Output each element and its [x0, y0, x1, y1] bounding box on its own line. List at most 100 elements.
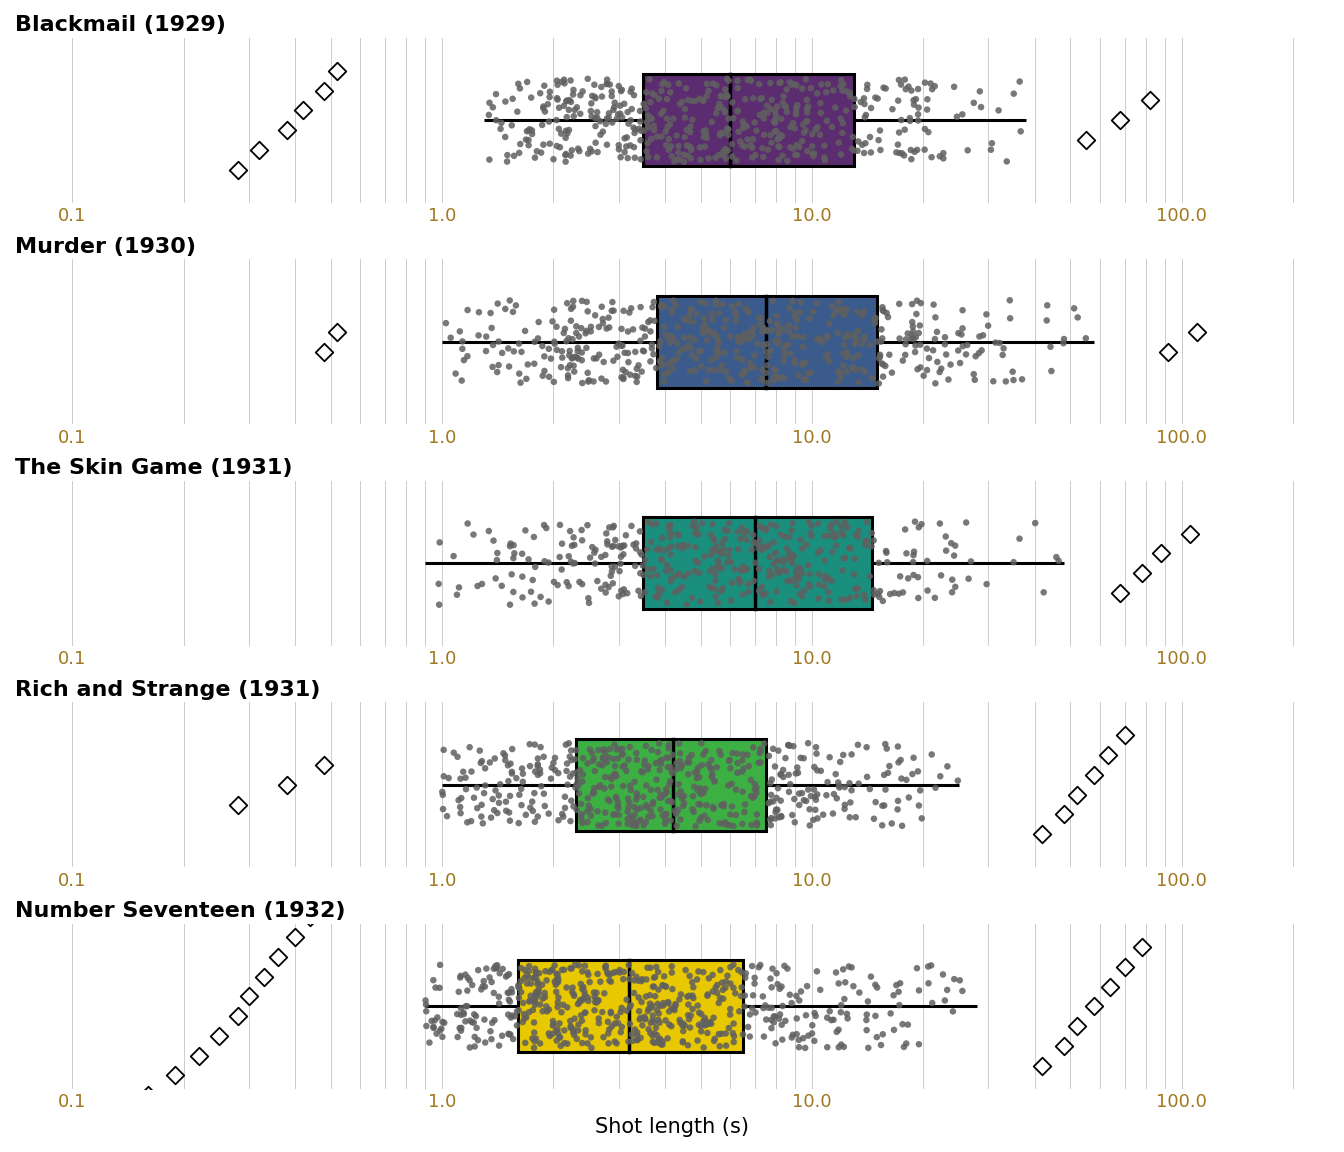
- Point: [650, 786, 672, 804]
- Point: [836, 301, 857, 319]
- Point: [511, 796, 532, 814]
- Point: [673, 128, 695, 146]
- Point: [909, 796, 930, 814]
- Point: [586, 349, 607, 367]
- Point: [453, 1005, 474, 1023]
- Point: [680, 118, 702, 136]
- Point: [700, 304, 722, 323]
- Point: [774, 528, 796, 546]
- Point: [695, 126, 716, 144]
- Point: [519, 757, 540, 775]
- Point: [762, 960, 784, 978]
- Point: [792, 79, 813, 98]
- Point: [566, 324, 587, 342]
- Point: [660, 811, 681, 829]
- Point: [759, 793, 781, 811]
- Point: [757, 348, 778, 366]
- Point: [707, 332, 728, 350]
- Point: [703, 1008, 724, 1026]
- Point: [573, 765, 594, 783]
- Point: [521, 1029, 543, 1047]
- Point: [843, 349, 864, 367]
- Point: [524, 763, 546, 781]
- Point: [519, 969, 540, 987]
- Point: [659, 1015, 680, 1033]
- Point: [726, 151, 747, 169]
- Point: [871, 320, 892, 339]
- Point: [695, 1011, 716, 1030]
- Point: [831, 517, 852, 536]
- Point: [616, 761, 637, 780]
- Point: [788, 569, 809, 588]
- Point: [828, 300, 849, 318]
- Point: [753, 109, 774, 128]
- Point: [539, 367, 560, 386]
- Point: [751, 371, 773, 389]
- Point: [562, 329, 583, 348]
- Point: [774, 346, 796, 364]
- Point: [711, 796, 732, 814]
- Point: [863, 585, 884, 604]
- Point: [735, 362, 757, 380]
- Point: [649, 801, 671, 819]
- Point: [574, 1003, 595, 1022]
- Point: [560, 141, 582, 159]
- Point: [633, 756, 655, 774]
- Point: [681, 111, 703, 129]
- Point: [827, 1023, 848, 1041]
- Point: [771, 93, 793, 112]
- Point: [703, 1032, 724, 1051]
- Point: [688, 768, 710, 787]
- Point: [698, 969, 719, 987]
- Point: [595, 372, 617, 391]
- Point: [675, 339, 696, 357]
- Point: [488, 332, 509, 350]
- Point: [613, 369, 634, 387]
- Point: [759, 774, 781, 793]
- Point: [653, 101, 675, 120]
- Point: [313, 82, 335, 100]
- Point: [895, 544, 917, 562]
- Point: [590, 776, 612, 795]
- Point: [492, 1026, 513, 1045]
- Point: [922, 79, 943, 98]
- Point: [489, 120, 511, 138]
- Point: [630, 972, 652, 991]
- Point: [571, 374, 593, 393]
- Point: [581, 142, 602, 160]
- Point: [757, 536, 778, 554]
- Point: [524, 969, 546, 987]
- Point: [784, 304, 805, 323]
- Point: [753, 104, 774, 122]
- Point: [605, 788, 626, 806]
- Point: [1140, 91, 1161, 109]
- Point: [660, 137, 681, 156]
- Point: [747, 539, 769, 558]
- Point: [980, 141, 1001, 159]
- Point: [661, 999, 683, 1017]
- Point: [1036, 296, 1058, 314]
- Point: [644, 968, 665, 986]
- Point: [704, 566, 726, 584]
- Point: [640, 323, 661, 341]
- Point: [519, 120, 540, 138]
- Point: [668, 801, 689, 819]
- Point: [732, 759, 754, 778]
- Point: [546, 983, 567, 1001]
- Point: [896, 324, 918, 342]
- Point: [761, 341, 782, 359]
- Point: [566, 98, 587, 116]
- Point: [775, 81, 797, 99]
- Point: [476, 960, 497, 978]
- Point: [862, 524, 883, 543]
- Point: [633, 121, 655, 139]
- Point: [734, 795, 755, 813]
- Point: [590, 126, 612, 144]
- Point: [629, 120, 650, 138]
- Point: [640, 958, 661, 977]
- Point: [488, 1037, 509, 1055]
- Point: [794, 354, 816, 372]
- Point: [847, 579, 868, 598]
- Point: [620, 998, 641, 1016]
- Point: [728, 295, 750, 313]
